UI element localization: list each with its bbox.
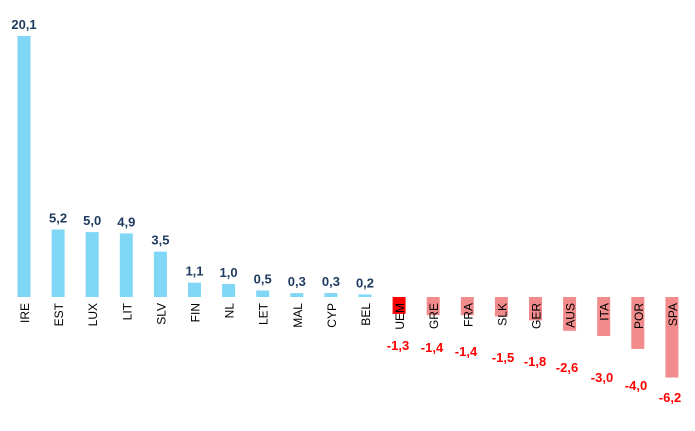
- category-label-ire: IRE: [18, 303, 32, 323]
- category-label-por: POR: [632, 303, 646, 329]
- bar-mal: [290, 293, 304, 297]
- bar-nl: [222, 284, 236, 297]
- category-label-est: EST: [52, 302, 66, 326]
- value-label-mal: 0,3: [288, 274, 306, 289]
- category-label-fin: FIN: [189, 303, 203, 322]
- value-label-gre: -1,4: [421, 340, 444, 355]
- category-label-lux: LUX: [86, 303, 100, 326]
- bar-est: [51, 229, 65, 297]
- bar-ire: [17, 36, 31, 297]
- bar-spa: [665, 297, 679, 378]
- category-label-nl: NL: [223, 303, 237, 319]
- bar-ger: [529, 297, 542, 321]
- category-label-spa: SPA: [666, 303, 680, 326]
- value-label-lit: 4,9: [117, 214, 135, 229]
- value-label-por: -4,0: [625, 378, 647, 393]
- value-label-fra: -1,4: [455, 344, 478, 359]
- category-label-slv: SLV: [154, 303, 168, 325]
- category-label-lit: LIT: [120, 302, 134, 320]
- value-label-aus: -2,6: [556, 360, 578, 375]
- value-label-nl: 1,0: [220, 265, 238, 280]
- bar-lux: [85, 232, 99, 297]
- bar-por: [631, 297, 645, 349]
- bar-aus: [563, 297, 577, 331]
- value-label-spa: -6,2: [659, 390, 681, 405]
- value-label-let: 0,5: [254, 272, 272, 287]
- category-label-mal: MAL: [291, 303, 305, 328]
- bar-uem: [392, 297, 406, 314]
- value-label-slv: 3,5: [151, 233, 169, 248]
- value-label-lux: 5,0: [83, 213, 101, 228]
- value-label-uem: -1,3: [387, 338, 409, 353]
- bar-ita: [597, 297, 611, 336]
- category-label-aus: AUS: [564, 303, 578, 328]
- bar-cyp: [324, 293, 338, 297]
- value-label-ita: -3,0: [591, 370, 613, 385]
- category-label-cyp: CYP: [325, 303, 339, 328]
- category-label-uem: UEM: [393, 303, 407, 330]
- bar-fra: [460, 297, 474, 316]
- bar-slk: [494, 297, 508, 317]
- value-label-ger: -1,8: [524, 354, 546, 369]
- bar-slv: [153, 251, 167, 297]
- category-label-fra: FRA: [461, 303, 475, 327]
- bar-let: [256, 290, 270, 297]
- category-label-let: LET: [257, 302, 271, 325]
- value-label-est: 5,2: [49, 211, 67, 226]
- value-label-bel: 0,2: [356, 275, 374, 290]
- value-label-slk: -1,5: [492, 350, 514, 365]
- category-label-ger: GER: [530, 303, 544, 329]
- category-label-slk: SLK: [495, 303, 509, 326]
- category-label-bel: BEL: [359, 303, 373, 326]
- category-label-ita: ITA: [598, 303, 612, 321]
- category-label-gre: GRE: [427, 303, 441, 329]
- bar-gre: [426, 297, 440, 316]
- bar-fin: [188, 282, 201, 297]
- bar-bel: [358, 294, 372, 297]
- value-label-ire: 20,1: [11, 17, 36, 32]
- value-label-fin: 1,1: [185, 264, 203, 279]
- bar-lit: [119, 233, 133, 297]
- value-label-cyp: 0,3: [322, 274, 340, 289]
